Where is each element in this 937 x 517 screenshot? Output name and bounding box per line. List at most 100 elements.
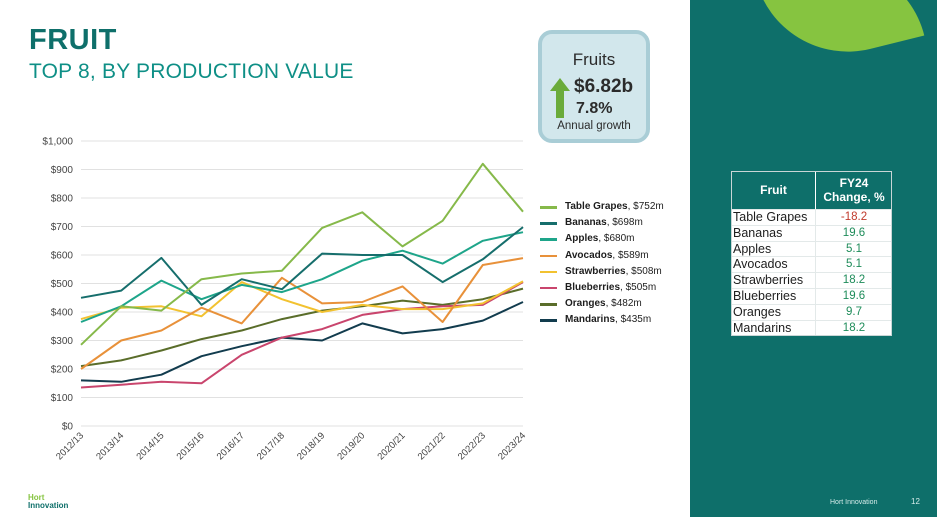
series-line-blueberries	[80, 281, 524, 389]
x-tick-label: 2022/23	[456, 430, 488, 462]
kpi-label: Fruits	[572, 50, 616, 69]
legend-swatch	[540, 222, 557, 225]
y-tick-label: $400	[51, 308, 74, 319]
table-row: Oranges 9.7	[732, 303, 891, 320]
y-tick-label: $300	[51, 336, 74, 347]
legend-item: Apples, $680m	[540, 232, 700, 248]
table-cell-change: -18.2	[840, 211, 868, 223]
legend-item: Bananas, $698m	[540, 216, 700, 232]
table-header-change-pct: Change, %	[823, 190, 885, 204]
y-tick-label: $200	[51, 365, 74, 376]
logo-line-1: Hort	[28, 493, 45, 502]
footer-org: Hort Innovation	[830, 499, 878, 506]
legend-swatch	[540, 206, 557, 209]
page-subtitle: TOP 8, BY PRODUCTION VALUE	[29, 60, 354, 83]
legend-label: Avocados, $589m	[565, 250, 649, 261]
legend-series-name: Strawberries	[565, 265, 626, 277]
table-cell-divider	[815, 210, 816, 225]
up-arrow-icon	[550, 78, 570, 118]
table-cell-fruit: Mandarins	[733, 320, 792, 335]
kpi-caption: Annual growth	[557, 120, 631, 132]
table-cell-fruit: Avocados	[733, 257, 788, 272]
table-cell-change: 5.1	[846, 242, 862, 255]
change-table: Fruit FY24 Change, % Table Grapes -18.2 Ba…	[731, 171, 892, 337]
legend-series-value: , $505m	[620, 281, 657, 293]
legend-series-name: Mandarins	[565, 314, 616, 326]
table-row: Blueberries 19.6	[732, 287, 891, 304]
legend-series-name: Blueberries	[565, 281, 621, 293]
legend-series-value: , $589m	[612, 249, 649, 261]
legend-label: Mandarins, $435m	[565, 314, 651, 325]
table-header-fy24: FY24	[839, 176, 869, 190]
chart-legend: Table Grapes, $752m Bananas, $698m Apples,…	[540, 200, 700, 330]
table-row: Strawberries 18.2	[732, 272, 891, 288]
page-title: FRUIT	[29, 24, 117, 56]
legend-swatch	[540, 303, 557, 306]
table-cell-divider	[815, 304, 816, 320]
legend-series-value: , $435m	[615, 314, 652, 326]
table-cell-change: 19.6	[842, 226, 866, 239]
x-tick-label: 2016/17	[215, 430, 247, 462]
legend-item: Blueberries, $505m	[540, 281, 700, 297]
legend-series-value: , $698m	[606, 217, 643, 229]
table-cell-change: 18.2	[842, 321, 866, 334]
series-line-mandarins	[80, 301, 524, 383]
table-cell-divider	[815, 273, 816, 288]
table-cell-fruit: Apples	[733, 241, 772, 256]
table-cell-fruit: Table Grapes	[733, 210, 808, 224]
legend-item: Oranges, $482m	[540, 297, 700, 313]
table-row: Mandarins 18.2	[732, 319, 891, 336]
x-tick-label: 2013/14	[94, 430, 126, 462]
x-tick-label: 2021/22	[416, 430, 448, 462]
x-tick-label: 2019/20	[335, 430, 367, 462]
series-line-strawberries	[80, 280, 524, 321]
logo-line-2: Innovation	[28, 501, 69, 510]
table-cell-fruit: Strawberries	[733, 273, 804, 288]
legend-label: Strawberries, $508m	[565, 266, 662, 277]
legend-label: Bananas, $698m	[565, 217, 643, 228]
table-body: Table Grapes -18.2 Bananas 19.6 Apples 5.1 Avo…	[732, 209, 891, 336]
legend-series-name: Apples	[565, 233, 599, 245]
table-cell-divider	[815, 241, 816, 257]
y-tick-label: $500	[51, 279, 74, 290]
x-tick-label: 2012/13	[54, 430, 86, 462]
table-cell-fruit: Blueberries	[733, 288, 797, 303]
x-tick-label: 2023/24	[496, 430, 528, 462]
table-cell-divider	[815, 320, 816, 336]
x-tick-label: 2014/15	[134, 430, 166, 462]
table-header-change: FY24 Change, %	[816, 176, 892, 204]
series-line-apples	[80, 231, 524, 323]
series-line-bananas	[80, 226, 524, 306]
legend-series-name: Table Grapes	[565, 201, 628, 212]
table-row: Bananas 19.6	[732, 224, 891, 241]
x-tick-label: 2018/19	[295, 430, 327, 462]
table-cell-divider	[815, 288, 816, 304]
legend-label: Apples, $680m	[565, 233, 634, 244]
table-row: Table Grapes -18.2	[732, 209, 891, 225]
line-chart: $0 $100 $200 $300 $400 $500 $600 $700 $800 $900 $1…	[42, 137, 528, 463]
table-header-divider	[815, 172, 816, 209]
legend-item: Table Grapes, $752m	[540, 200, 700, 216]
y-tick-label: $800	[51, 194, 74, 205]
table-row: Avocados 5.1	[732, 256, 891, 273]
table-cell-divider	[815, 225, 816, 241]
legend-swatch	[540, 238, 557, 241]
table-cell-change: 18.2	[842, 274, 866, 287]
legend-series-value: , $680m	[598, 233, 635, 245]
y-tick-label: $100	[51, 393, 74, 404]
kpi-card: Fruits $6.82b 7.8% Annual growth	[538, 30, 650, 143]
legend-series-name: Oranges	[565, 298, 606, 310]
table-header: Fruit FY24 Change, %	[732, 172, 891, 209]
legend-label: Blueberries, $505m	[565, 282, 656, 293]
y-tick-label: $600	[51, 251, 74, 262]
legend-series-name: Bananas	[565, 217, 607, 229]
legend-series-name: Avocados	[565, 249, 613, 261]
legend-item: Strawberries, $508m	[540, 265, 700, 281]
table-cell-divider	[815, 257, 816, 273]
table-cell-fruit: Bananas	[733, 225, 783, 240]
y-tick-label: $900	[51, 165, 74, 176]
x-tick-label: 2020/21	[376, 430, 408, 462]
legend-label: Table Grapes, $752m	[565, 201, 664, 212]
table-cell-change: 19.6	[842, 289, 866, 302]
